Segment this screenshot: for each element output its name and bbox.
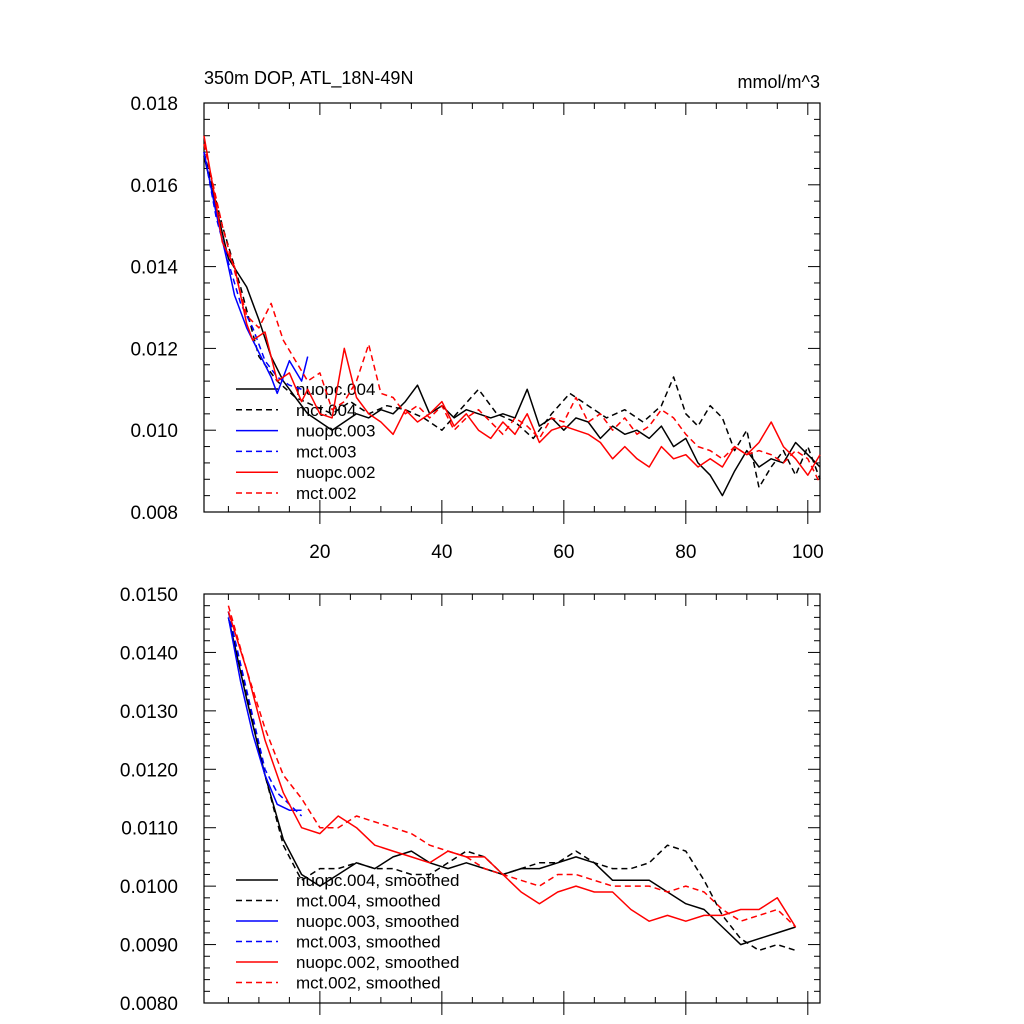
legend-label: nuopc.002 (296, 463, 375, 482)
x-tick-label: 40 (431, 542, 452, 563)
series-line-mct-004-smoothed (227, 611, 796, 952)
series-line-mct-002-smoothed (227, 605, 797, 928)
y-tick-label: 0.0110 (121, 819, 178, 840)
series-line-nuopc-003 (203, 151, 309, 395)
y-tick-label: 0.0120 (120, 760, 178, 781)
series-line-mct-004 (203, 151, 821, 489)
legend-label: mct.002, smoothed (296, 974, 441, 993)
y-tick-label: 0.0140 (120, 643, 178, 664)
top-panel-title: 350m DOP, ATL_18N-49N (204, 68, 413, 89)
y-tick-label: 0.018 (130, 94, 178, 115)
bottom-panel: 0.0080 0.0090 0.0100 0.0110 0.0120 0.0130 0.01… (120, 585, 821, 1015)
legend-label: nuopc.003 (296, 422, 375, 441)
legend-label: nuopc.004, smoothed (296, 871, 460, 890)
y-tick-label: 0.0100 (120, 877, 178, 898)
x-tick-label: 20 (309, 542, 330, 563)
series-line-nuopc-002-smoothed (227, 611, 797, 928)
plot-frame (203, 102, 821, 513)
series-line-mct-002 (203, 143, 821, 484)
y-tick-label: 0.012 (130, 339, 178, 360)
y-tick-label: 0.0080 (120, 994, 178, 1015)
y-tick-label: 0.0130 (120, 702, 178, 723)
legend-label: mct.003, smoothed (296, 933, 441, 952)
series-line-nuopc-002 (203, 135, 821, 476)
series-line-nuopc-003-smoothed (227, 617, 302, 811)
x-tick-label: 100 (792, 542, 824, 563)
legend-label: nuopc.002, smoothed (296, 953, 460, 972)
series-line-nuopc-004 (203, 156, 821, 497)
legend-label: mct.004, smoothed (296, 892, 441, 911)
x-tick-label: 80 (675, 542, 696, 563)
top-panel-units: mmol/m^3 (738, 72, 820, 92)
legend-label: mct.002 (296, 484, 356, 503)
y-tick-label: 0.016 (130, 176, 178, 197)
top-panel: 350m DOP, ATL_18N-49N mmol/m^3 0.008 0.01… (130, 68, 823, 563)
x-tick-label: 60 (553, 542, 574, 563)
legend-label: mct.004 (296, 401, 356, 420)
y-tick-label: 0.0090 (120, 936, 178, 957)
y-tick-label: 0.010 (130, 421, 178, 442)
y-tick-label: 0.0150 (120, 585, 178, 606)
series-line-mct-003 (203, 151, 302, 391)
legend-label: mct.003 (296, 442, 356, 461)
plot-frame (203, 593, 821, 1004)
y-tick-label: 0.014 (130, 258, 178, 279)
legend-label: nuopc.003, smoothed (296, 912, 460, 931)
y-tick-label: 0.008 (130, 503, 178, 524)
